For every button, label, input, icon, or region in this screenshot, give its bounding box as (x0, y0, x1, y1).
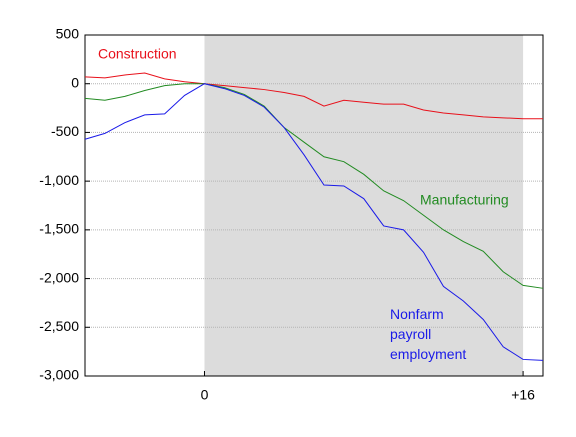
y-tick-label: 0 (71, 74, 79, 90)
series-label: Construction (98, 46, 177, 62)
y-tick-label: -1,000 (39, 172, 79, 188)
shaded-region (204, 35, 524, 376)
y-tick-label: -1,500 (39, 221, 79, 237)
y-tick-label: -2,000 (39, 269, 79, 285)
x-tick-label: +16 (511, 387, 535, 403)
y-tick-label: -500 (51, 123, 79, 139)
series-label: Manufacturing (420, 192, 509, 208)
x-tick-label: 0 (201, 387, 209, 403)
line-series (84, 83, 544, 361)
plot-frame (84, 34, 544, 377)
series-label: Nonfarm payroll employment (390, 306, 466, 362)
line-series (84, 83, 544, 289)
y-tick-label: -3,000 (39, 367, 79, 383)
y-tick-label: -2,500 (39, 318, 79, 334)
y-tick-label: 500 (56, 26, 80, 42)
line-series (84, 72, 543, 120)
